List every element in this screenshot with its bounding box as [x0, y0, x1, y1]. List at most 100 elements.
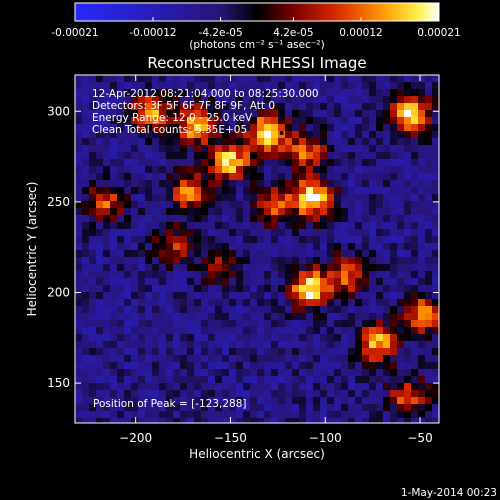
heatmap-cell	[124, 390, 132, 398]
heatmap-cell	[187, 411, 195, 419]
heatmap-cell	[306, 145, 314, 153]
heatmap-cell	[89, 376, 97, 384]
heatmap-cell	[285, 271, 293, 279]
heatmap-cell	[327, 229, 335, 237]
heatmap-cell	[285, 159, 293, 167]
heatmap-cell	[404, 82, 412, 90]
heatmap-cell	[376, 180, 384, 188]
heatmap-cell	[257, 250, 265, 258]
heatmap-cell	[201, 271, 209, 279]
heatmap-cell	[243, 229, 251, 237]
heatmap-cell	[229, 187, 237, 195]
heatmap-cell	[110, 243, 118, 251]
heatmap-cell	[243, 180, 251, 188]
heatmap-cell	[229, 152, 237, 160]
heatmap-cell	[215, 390, 223, 398]
heatmap-cell	[82, 418, 90, 423]
heatmap-cell	[313, 257, 321, 265]
heatmap-cell	[215, 341, 223, 349]
heatmap-cell	[201, 355, 209, 363]
heatmap-cell	[285, 194, 293, 202]
heatmap-cell	[89, 306, 97, 314]
heatmap-cell	[376, 418, 384, 423]
heatmap-cell	[264, 348, 272, 356]
heatmap-cell	[341, 264, 349, 272]
heatmap-cell	[229, 390, 237, 398]
heatmap-cell	[222, 292, 230, 300]
heatmap-cell	[348, 369, 356, 377]
heatmap-cell	[313, 152, 321, 160]
heatmap-cell	[390, 110, 398, 118]
heatmap-cell	[229, 355, 237, 363]
heatmap-cell	[292, 145, 300, 153]
heatmap-cell	[313, 292, 321, 300]
heatmap-cell	[96, 236, 104, 244]
heatmap-cell	[201, 257, 209, 265]
heatmap-cell	[166, 229, 174, 237]
heatmap-cell	[383, 313, 391, 321]
heatmap-cell	[404, 299, 412, 307]
heatmap-cell	[278, 166, 286, 174]
heatmap-cell	[229, 397, 237, 405]
heatmap-cell	[201, 187, 209, 195]
heatmap-cell	[355, 362, 363, 370]
heatmap-cell	[313, 411, 321, 419]
heatmap-cell	[222, 264, 230, 272]
heatmap-cell	[299, 390, 307, 398]
heatmap-cell	[131, 131, 139, 139]
heatmap-cell	[411, 131, 419, 139]
heatmap-cell	[110, 131, 118, 139]
heatmap-cell	[348, 187, 356, 195]
heatmap-cell	[103, 180, 111, 188]
heatmap-cell	[166, 103, 174, 111]
heatmap-cell	[306, 215, 314, 223]
heatmap-cell	[75, 327, 83, 335]
heatmap-cell	[89, 124, 97, 132]
heatmap-cell	[327, 327, 335, 335]
heatmap-cell	[89, 236, 97, 244]
heatmap-cell	[222, 180, 230, 188]
heatmap-cell	[264, 418, 272, 423]
heatmap-cell	[355, 131, 363, 139]
colorbar-units-label: (photons cm⁻² s⁻¹ asec⁻²)	[189, 39, 324, 51]
heatmap-cell	[159, 103, 167, 111]
heatmap-cell	[376, 152, 384, 160]
heatmap-cell	[152, 222, 160, 230]
heatmap-cell	[390, 117, 398, 125]
heatmap-cell	[159, 292, 167, 300]
heatmap-cell	[201, 369, 209, 377]
heatmap-cell	[166, 355, 174, 363]
heatmap-cell	[306, 236, 314, 244]
heatmap-cell	[236, 341, 244, 349]
heatmap-cell	[103, 313, 111, 321]
heatmap-cell	[180, 152, 188, 160]
heatmap-cell	[390, 103, 398, 111]
heatmap-cell	[159, 299, 167, 307]
heatmap-cell	[355, 222, 363, 230]
heatmap-cell	[299, 418, 307, 423]
heatmap-cell	[432, 75, 439, 83]
heatmap-cell	[131, 215, 139, 223]
heatmap-cell	[117, 159, 125, 167]
heatmap-cell	[96, 320, 104, 328]
heatmap-cell	[362, 278, 370, 286]
heatmap-cell	[334, 250, 342, 258]
heatmap-cell	[208, 82, 216, 90]
heatmap-cell	[306, 208, 314, 216]
heatmap-cell	[145, 103, 153, 111]
heatmap-cell	[159, 215, 167, 223]
heatmap-cell	[299, 285, 307, 293]
heatmap-cell	[390, 166, 398, 174]
heatmap-cell	[96, 131, 104, 139]
y-tick-label: 200	[47, 286, 70, 300]
heatmap-cell	[110, 187, 118, 195]
heatmap-cell	[397, 215, 405, 223]
heatmap-cell	[383, 341, 391, 349]
heatmap-cell	[299, 152, 307, 160]
heatmap-cell	[292, 159, 300, 167]
heatmap-cell	[75, 411, 83, 419]
heatmap-cell	[369, 229, 377, 237]
heatmap-cell	[103, 327, 111, 335]
heatmap-cell	[159, 369, 167, 377]
heatmap-cell	[271, 145, 279, 153]
